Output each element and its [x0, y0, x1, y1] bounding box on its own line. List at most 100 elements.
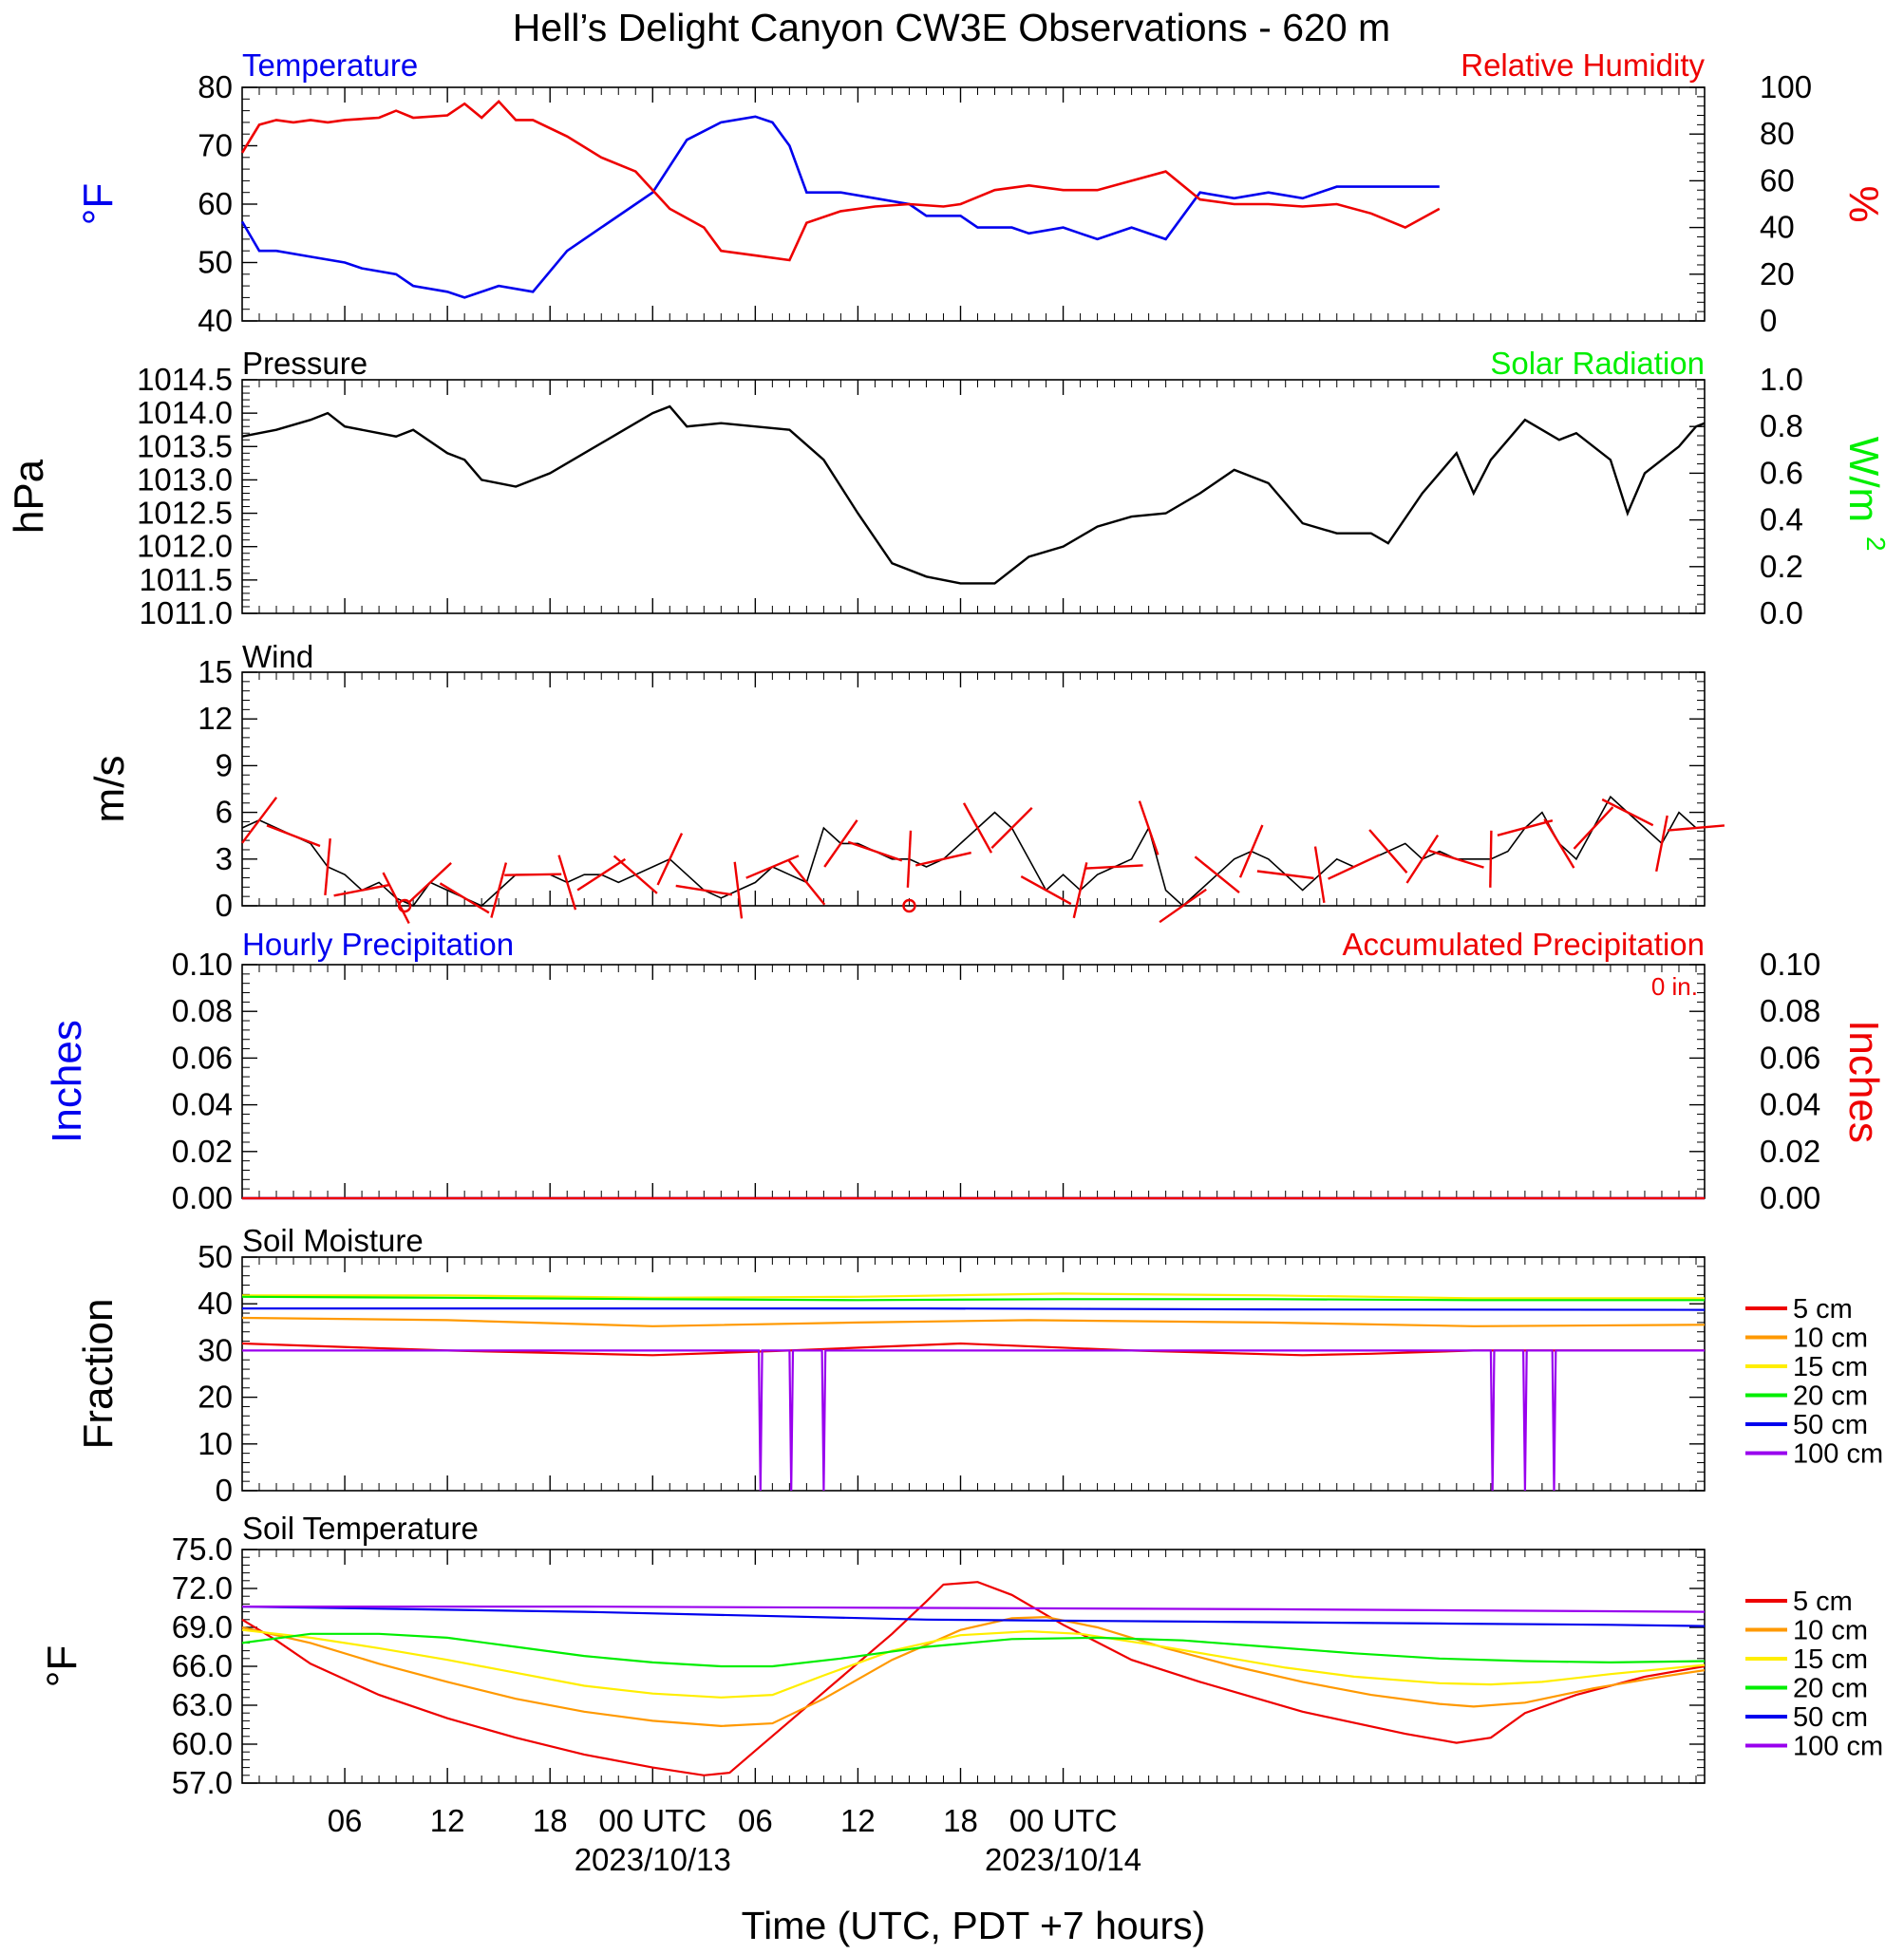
soil-temp-axis-ticks: 57.0 60.0 63.0 66.0 69.072.075.0 [172, 1531, 1705, 1800]
pressure-ylabel: hPa [6, 459, 52, 534]
y2-tick-label: 0.08 [1760, 993, 1820, 1028]
x-date-label: 2023/10/14 [985, 1842, 1141, 1877]
y2-tick-label: 60 [1760, 162, 1795, 197]
wind-barb [408, 862, 452, 903]
wind-barb [1020, 875, 1072, 906]
series-line-50cm [241, 1606, 1706, 1627]
wind-axis-ticks: 0 3 6 9 12 15 [198, 654, 1705, 923]
y-tick-label: 12 [198, 701, 233, 736]
x-tick-label: 12 [430, 1803, 465, 1838]
y-tick-label: 75.0 [172, 1531, 233, 1567]
solar-radiation-title: Solar Radiation [1490, 346, 1705, 381]
series-line-10cm [241, 1615, 1706, 1728]
x-tick-label: 18 [533, 1803, 568, 1838]
y-tick-label: 0.06 [172, 1040, 233, 1075]
wind-barb [1256, 870, 1314, 880]
wind-barb [1159, 888, 1207, 924]
calm-wind-marker [902, 898, 916, 913]
wind-barb [847, 840, 903, 862]
legend-label: 5 cm [1793, 1294, 1853, 1325]
wind-panel: Wind m/s 0 3 6 9 12 15 [86, 639, 1725, 925]
y2-tick-label: 0.00 [1760, 1180, 1820, 1215]
temp-ylabel: °F [75, 183, 122, 225]
wind-barb [1194, 855, 1240, 894]
wind-barb [733, 861, 744, 919]
wind-barb [1368, 829, 1408, 874]
soil-moisture-lines [241, 1292, 1706, 1492]
y-tick-label: 69.0 [172, 1609, 233, 1644]
humidity-title: Relative Humidity [1461, 47, 1705, 83]
temp-rh-axis-ticks: 40 50 60 70 80 0 20 40 60 80 100 [198, 69, 1812, 338]
legend-label: 50 cm [1793, 1410, 1868, 1440]
y-tick-label: 1012.0 [137, 529, 233, 564]
y-tick-label: 1013.5 [137, 428, 233, 463]
x-axis-title: Time (UTC, PDT +7 hours) [742, 1904, 1206, 1947]
soil-temp-lines [241, 1581, 1706, 1776]
wind-barb [962, 802, 993, 854]
legend-label: 50 cm [1793, 1702, 1868, 1733]
y2-tick-label: 80 [1760, 116, 1795, 151]
precip-total-label: 0 in. [1651, 972, 1698, 1001]
y-tick-label: 0.02 [172, 1134, 233, 1169]
y-tick-label: 80 [198, 69, 233, 104]
wind-barb [266, 824, 321, 848]
x-date-label: 2023/10/13 [575, 1842, 731, 1877]
y-tick-label: 0.04 [172, 1087, 233, 1122]
y-tick-label: 0.10 [172, 947, 233, 982]
accum-precip-title: Accumulated Precipitation [1342, 927, 1705, 962]
legend-label: 15 cm [1793, 1644, 1868, 1675]
y-tick-label: 1012.5 [137, 496, 233, 531]
wind-barb [1489, 830, 1493, 888]
legend-label: 5 cm [1793, 1587, 1853, 1617]
wind-barb [1655, 815, 1668, 873]
y-tick-label: 1011.5 [140, 562, 233, 597]
pressure-axis-ticks: 1011.01011.51012.01012.51013.01013.51014… [137, 362, 1803, 630]
wind-barb [1573, 806, 1614, 850]
series-line-5cm [241, 1342, 1705, 1357]
y2-tick-label: 0.04 [1760, 1087, 1820, 1122]
y-tick-label: 30 [198, 1332, 233, 1367]
x-tick-label: 00 UTC [1009, 1803, 1118, 1838]
y-tick-label: 72.0 [172, 1570, 233, 1606]
wind-title: Wind [242, 639, 313, 674]
series-line-15cm [242, 1292, 1705, 1300]
precip-right-ylabel: Inches [1840, 1020, 1887, 1143]
y2-tick-label: 0.0 [1760, 595, 1803, 630]
wind-barb [1085, 864, 1143, 870]
legend-label: 100 cm [1793, 1732, 1883, 1762]
hourly-precip-title: Hourly Precipitation [242, 927, 514, 962]
legend-label: 20 cm [1793, 1674, 1868, 1704]
wind-barb [1428, 849, 1484, 869]
wind-barb [787, 859, 826, 906]
wind-ylabel: m/s [86, 756, 133, 823]
soil-temp-panel: Soil Temperature °F 57.0 60.0 63.0 66.0 69.0… [39, 1511, 1883, 1800]
y-tick-label: 0.08 [172, 993, 233, 1028]
y-tick-label: 57.0 [172, 1765, 233, 1800]
y-tick-label: 50 [198, 245, 233, 280]
pressure-line [241, 404, 1706, 585]
temperature-title: Temperature [242, 47, 418, 83]
solar-ylabel-superscript: 2 [1861, 536, 1891, 552]
wind-barb [656, 833, 684, 886]
series-line-20cm [241, 1295, 1705, 1302]
soil-temp-ylabel: °F [39, 1645, 85, 1687]
y2-tick-label: 1.0 [1760, 362, 1803, 397]
wind-barb [745, 855, 800, 879]
rh-ylabel: % [1840, 185, 1887, 222]
wind-barb [490, 862, 508, 918]
wind-barb [382, 872, 410, 925]
y-tick-label: 40 [198, 1286, 233, 1321]
solar-ylabel-text: W/m [1840, 437, 1887, 522]
y-tick-label: 9 [216, 747, 233, 782]
y2-tick-label: 0 [1760, 303, 1777, 338]
x-tick-label: 18 [943, 1803, 978, 1838]
precip-frame [241, 964, 1706, 1199]
wind-barb [333, 883, 390, 897]
y-tick-label: 10 [198, 1426, 233, 1461]
series-line-50cm [242, 1306, 1706, 1311]
soil-temp-title: Soil Temperature [242, 1511, 479, 1546]
wind-barb [613, 855, 658, 894]
